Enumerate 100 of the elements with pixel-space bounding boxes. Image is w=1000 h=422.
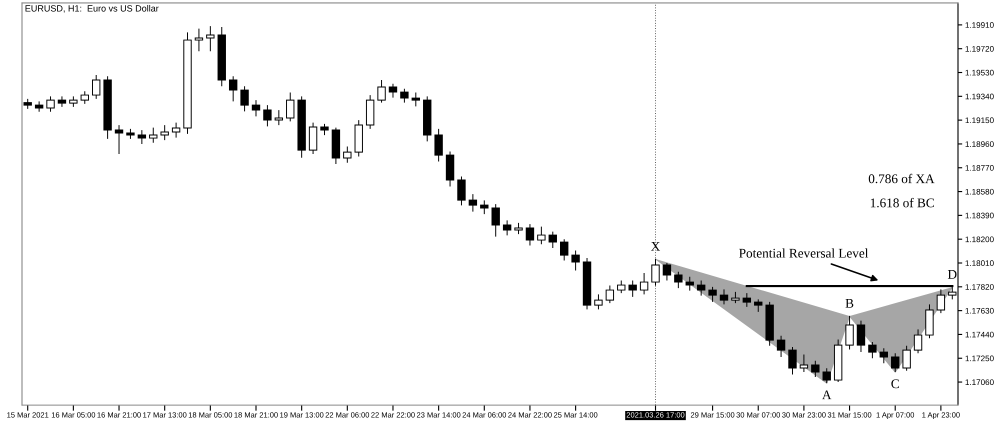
candlestick: [263, 104, 272, 127]
candlestick: [492, 204, 500, 238]
candlestick: [480, 200, 488, 215]
annotation: Potential Reversal Level: [739, 248, 868, 258]
candlestick: [286, 92, 294, 122]
candlestick: [138, 130, 146, 144]
candlestick: [776, 335, 786, 358]
y-tick-label: 1.19910: [966, 22, 994, 28]
candlestick: [834, 338, 842, 383]
candlestick: [822, 368, 831, 384]
candlestick: [868, 341, 877, 359]
candlestick: [172, 122, 180, 138]
candlestick: [468, 194, 478, 212]
y-tick-label: 1.18010: [966, 260, 994, 266]
y-tick-label: 1.17060: [966, 379, 994, 386]
candlestick: [788, 346, 797, 376]
candlestick: [914, 328, 922, 354]
candlestick: [332, 127, 340, 164]
y-tick-label: 1.19150: [966, 117, 994, 124]
candlestick: [606, 285, 614, 304]
y-tick-label: 1.19340: [966, 94, 994, 100]
candlestick: [103, 76, 112, 140]
candlestick: [548, 231, 557, 248]
candlestick: [183, 32, 192, 134]
y-tick-label: 1.18960: [966, 141, 994, 147]
y-tick-label: 1.17250: [966, 356, 994, 362]
candlestick: [320, 123, 329, 136]
candlestick: [412, 92, 420, 107]
candlestick: [891, 352, 900, 373]
candlestick: [754, 298, 762, 312]
candlestick: [423, 96, 432, 142]
candlestick: [856, 320, 866, 352]
candlestick: [526, 224, 534, 246]
candlestick: [434, 128, 443, 162]
annotation: 1.618 of BC: [870, 198, 934, 208]
annotation: 0.786 of XA: [868, 174, 935, 184]
candlestick: [537, 226, 546, 245]
candlestick: [925, 304, 934, 339]
y-tick-label: 1.18390: [966, 212, 994, 218]
candlestick: [297, 96, 306, 158]
candlestick: [674, 271, 683, 289]
y-tick-label: 1.18200: [966, 236, 994, 242]
candlestick: [731, 291, 740, 304]
candlestick: [366, 94, 374, 130]
candlestick: [58, 96, 66, 108]
candlestick: [662, 262, 672, 282]
data-label: D: [948, 270, 957, 279]
data-label: B: [846, 299, 854, 308]
chart-title: EURUSD, H1: Euro vs US Dollar: [26, 4, 159, 13]
y-tick-label: 1.17440: [966, 332, 994, 338]
y-tick-label: 1.19720: [966, 46, 994, 52]
y-tick-label: 1.19530: [966, 70, 994, 76]
candlestick: [400, 88, 409, 104]
candlestick: [651, 258, 660, 286]
candlestick: [46, 96, 55, 112]
y-tick-label: 1.18770: [966, 165, 994, 171]
candlestick: [880, 348, 888, 364]
y-tick-label: 1.17630: [966, 308, 994, 314]
candlestick: [582, 258, 592, 310]
candlestick: [308, 122, 318, 154]
candlestick: [126, 128, 135, 140]
candlestick: [514, 222, 523, 235]
candlestick: [228, 76, 238, 102]
candlestick: [92, 74, 100, 100]
candlestick: [377, 80, 386, 104]
candlestick: [686, 276, 694, 292]
candlestick: [354, 120, 363, 157]
candlestick: [902, 345, 911, 372]
candlestick: [800, 354, 808, 373]
candlestick: [696, 280, 706, 296]
data-label: C: [891, 379, 899, 388]
candlestick: [936, 288, 946, 314]
candlestick: [845, 316, 854, 350]
candlestick: [571, 250, 580, 272]
candlestick: [446, 150, 454, 188]
candlestick: [640, 272, 648, 295]
candlestick: [617, 280, 626, 294]
candlestick: [218, 26, 226, 87]
candlestick: [628, 280, 637, 298]
candlestick: [69, 96, 78, 108]
candlestick: [240, 86, 249, 112]
candlestick: [80, 90, 89, 104]
candlestick: [149, 127, 158, 144]
candlestick: [24, 98, 32, 110]
candlestick: [708, 286, 717, 302]
candlestick: [765, 301, 774, 346]
candlestick: [343, 146, 352, 164]
data-label: X: [651, 242, 660, 251]
y-tick-label: 1.17820: [966, 284, 994, 290]
candlestick: [194, 28, 204, 52]
candlestick: [206, 26, 215, 52]
candlestick: [457, 176, 466, 206]
candlestick: [274, 110, 284, 126]
candlestick: [114, 124, 124, 154]
candlestick: [502, 220, 512, 236]
y-tick-label: 1.18580: [966, 188, 994, 195]
candlestick: [594, 294, 603, 310]
data-label: A: [822, 390, 832, 400]
candlestick: [388, 83, 398, 98]
candlestick: [811, 360, 820, 378]
